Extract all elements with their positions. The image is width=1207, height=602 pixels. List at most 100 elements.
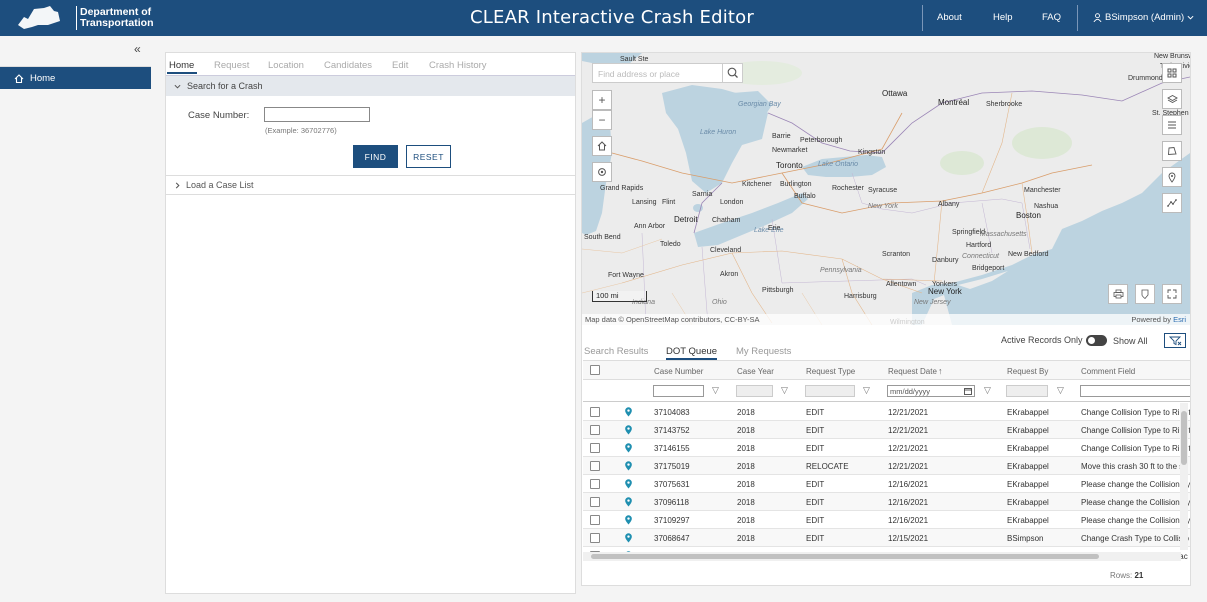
bookmark-button[interactable]: [1135, 284, 1155, 304]
tab-my-requests[interactable]: My Requests: [736, 346, 792, 357]
filter-icon[interactable]: ▽: [1057, 385, 1064, 395]
nysdot-logo[interactable]: Department of Transportation: [14, 3, 154, 33]
map-pin-icon[interactable]: [624, 533, 633, 543]
tab-edit[interactable]: Edit: [392, 60, 409, 71]
map-place-label: Lansing: [632, 199, 657, 206]
active-tab-indicator: [666, 358, 717, 360]
calendar-icon[interactable]: [964, 387, 972, 395]
tab-crash-history[interactable]: Crash History: [429, 60, 487, 71]
tab-search-results[interactable]: Search Results: [584, 346, 649, 357]
map-pin-icon[interactable]: [624, 479, 633, 489]
map-place-label: Kingston: [858, 149, 886, 156]
case-number-input[interactable]: [264, 107, 370, 122]
basemap-gallery-button[interactable]: [1162, 63, 1182, 83]
table-row[interactable]: 37096118 2018 EDIT 12/16/2021 EKrabappel Plea…: [583, 493, 1190, 511]
row-checkbox[interactable]: [590, 515, 600, 525]
double-chevron-left-icon[interactable]: «: [134, 42, 141, 56]
request-by-cell: EKrabappel: [1007, 480, 1049, 489]
measure-button[interactable]: [1162, 193, 1182, 213]
zoom-in-button[interactable]: +: [592, 90, 612, 110]
case-number-cell: 37104083: [654, 408, 690, 417]
place-marker-button[interactable]: [1162, 167, 1182, 187]
row-checkbox[interactable]: [590, 407, 600, 417]
reset-button[interactable]: RESET: [406, 145, 451, 168]
table-row[interactable]: 37146155 2018 EDIT 12/21/2021 EKrabappel Chan…: [583, 439, 1190, 457]
locate-button[interactable]: [592, 162, 612, 182]
nav-faq-link[interactable]: FAQ: [1042, 12, 1062, 23]
date-placeholder: mm/dd/yyyy: [890, 387, 931, 396]
tab-home[interactable]: Home: [169, 60, 195, 71]
column-header-case-year[interactable]: Case Year: [737, 367, 774, 376]
draw-polygon-button[interactable]: [1162, 141, 1182, 161]
tab-dot-queue[interactable]: DOT Queue: [666, 346, 718, 357]
column-header-request-date[interactable]: Request Date: [888, 367, 937, 376]
column-header-comment[interactable]: Comment Field: [1081, 367, 1136, 376]
table-horizontal-scrollbar[interactable]: [583, 552, 1181, 561]
sidebar-item-home[interactable]: Home: [0, 67, 151, 89]
map-pin-icon[interactable]: [624, 425, 633, 435]
case-number-filter-input[interactable]: [653, 385, 704, 397]
map-search-button[interactable]: [722, 63, 743, 83]
row-checkbox[interactable]: [590, 497, 600, 507]
active-records-toggle[interactable]: [1086, 335, 1107, 346]
user-menu[interactable]: BSimpson (Admin): [1093, 12, 1194, 23]
nav-help-link[interactable]: Help: [993, 12, 1013, 23]
map-search-input[interactable]: Find address or place: [592, 63, 742, 83]
select-all-checkbox[interactable]: [590, 365, 600, 375]
tab-candidates[interactable]: Candidates: [324, 60, 373, 71]
filter-icon[interactable]: ▽: [984, 385, 991, 395]
table-row[interactable]: 37109297 2018 EDIT 12/16/2021 EKrabappel Plea…: [583, 511, 1190, 529]
tab-request[interactable]: Request: [214, 60, 250, 71]
row-checkbox[interactable]: [590, 443, 600, 453]
app-title: CLEAR Interactive Crash Editor: [470, 7, 754, 28]
filter-icon[interactable]: ▽: [863, 385, 870, 395]
user-icon: [1093, 13, 1102, 22]
zoom-out-button[interactable]: −: [592, 110, 612, 130]
map-place-label: Connecticut: [962, 253, 999, 260]
map-pin-icon[interactable]: [624, 515, 633, 525]
show-all-label: Show All: [1113, 336, 1148, 346]
row-checkbox[interactable]: [590, 533, 600, 543]
row-checkbox[interactable]: [590, 479, 600, 489]
filter-icon[interactable]: ▽: [712, 385, 719, 395]
polyline-icon: [1167, 199, 1177, 207]
print-button[interactable]: [1108, 284, 1128, 304]
comment-filter-input[interactable]: [1080, 385, 1190, 397]
scrollbar-thumb[interactable]: [591, 554, 1099, 559]
sort-ascending-icon[interactable]: ↑: [938, 366, 943, 376]
scrollbar-thumb[interactable]: [1181, 411, 1187, 465]
table-row[interactable]: 37068647 2018 EDIT 12/15/2021 BSimpson Change…: [583, 529, 1190, 547]
esri-link[interactable]: Esri: [1173, 315, 1186, 324]
search-crash-section-header[interactable]: Search for a Crash: [166, 75, 575, 96]
layers-button[interactable]: [1162, 89, 1182, 109]
column-header-request-by[interactable]: Request By: [1007, 367, 1049, 376]
table-vertical-scrollbar[interactable]: [1180, 403, 1188, 550]
request-date-filter-input[interactable]: mm/dd/yyyy: [887, 385, 975, 397]
map-pin-icon[interactable]: [624, 497, 633, 507]
case-year-filter-input: [736, 385, 773, 397]
map-place-label: London: [720, 199, 744, 206]
map-pin-icon[interactable]: [624, 461, 633, 471]
map-pin-icon[interactable]: [624, 443, 633, 453]
row-checkbox[interactable]: [590, 461, 600, 471]
filter-icon[interactable]: ▽: [781, 385, 788, 395]
map-pin-icon[interactable]: [624, 407, 633, 417]
load-case-list-section-header[interactable]: Load a Case List: [166, 175, 575, 195]
column-header-case-number[interactable]: Case Number: [654, 367, 704, 376]
table-row[interactable]: 37104083 2018 EDIT 12/21/2021 EKrabappel Chan…: [583, 403, 1190, 421]
map-place-label: South Bend: [584, 234, 621, 241]
clear-filter-button[interactable]: [1164, 333, 1186, 348]
table-row[interactable]: 37175019 2018 RELOCATE 12/21/2021 EKrabappel…: [583, 457, 1190, 475]
row-checkbox[interactable]: [590, 425, 600, 435]
find-button[interactable]: FIND: [353, 145, 398, 168]
fullscreen-button[interactable]: [1162, 284, 1182, 304]
column-header-request-type[interactable]: Request Type: [806, 367, 856, 376]
default-extent-button[interactable]: [592, 136, 612, 156]
table-row[interactable]: 37075631 2018 EDIT 12/16/2021 EKrabappel Plea…: [583, 475, 1190, 493]
tab-location[interactable]: Location: [268, 60, 304, 71]
request-type-cell: EDIT: [806, 408, 825, 417]
nav-about-link[interactable]: About: [937, 12, 962, 23]
legend-button[interactable]: [1162, 115, 1182, 135]
table-row[interactable]: 37143752 2018 EDIT 12/21/2021 EKrabappel Chan…: [583, 421, 1190, 439]
